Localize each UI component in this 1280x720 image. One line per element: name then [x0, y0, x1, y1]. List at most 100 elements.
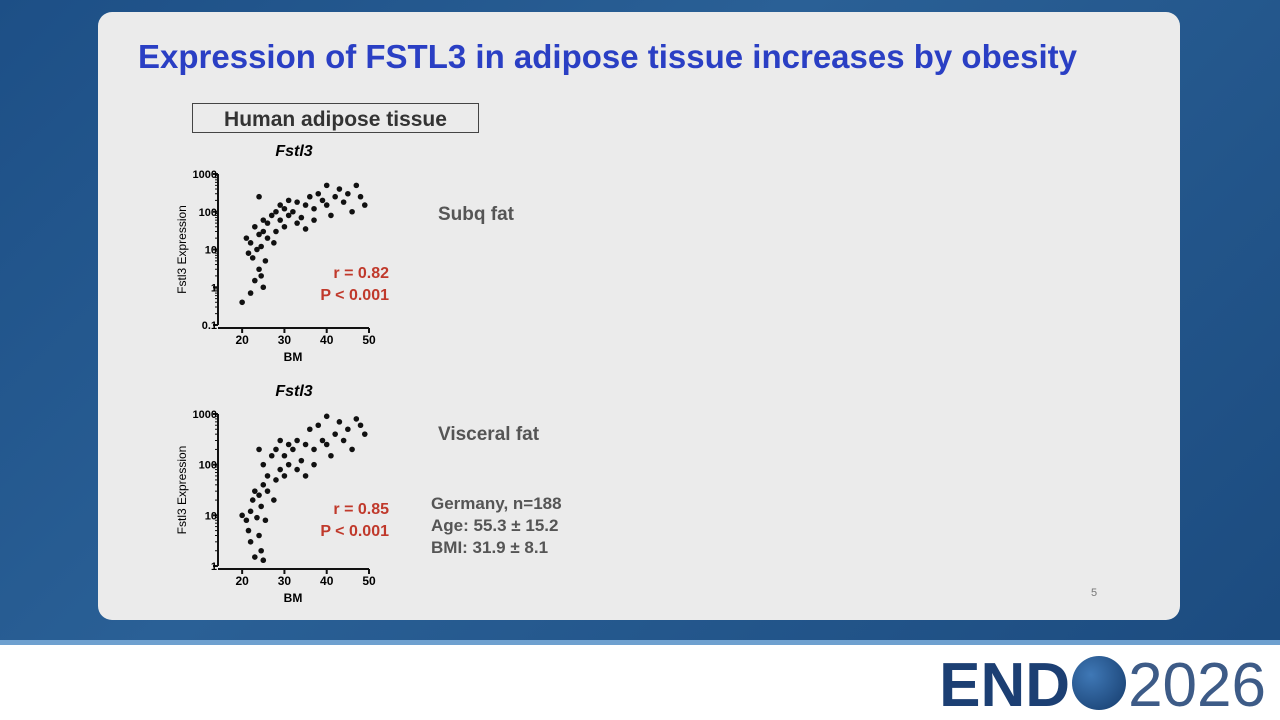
- panel-label: Visceral fat: [438, 424, 540, 445]
- x-axis-label: BM: [284, 591, 303, 605]
- data-point: [262, 517, 269, 524]
- data-point: [345, 190, 351, 197]
- footer: END 2026: [0, 640, 1280, 720]
- data-point: [340, 437, 347, 444]
- data-point: [328, 212, 334, 219]
- data-point: [281, 473, 288, 479]
- x-tick-label: 40: [320, 333, 334, 347]
- data-point: [294, 466, 300, 473]
- data-point: [252, 554, 258, 560]
- logo-globe: [1072, 656, 1127, 710]
- data-point: [252, 488, 258, 494]
- data-point: [247, 240, 254, 246]
- data-point: [302, 441, 309, 448]
- data-point: [264, 473, 271, 479]
- data-point: [254, 514, 260, 521]
- data-point: [349, 446, 355, 453]
- x-tick-label: 30: [278, 333, 292, 347]
- data-point: [271, 240, 277, 246]
- data-point: [256, 266, 262, 273]
- data-point: [285, 441, 292, 448]
- slide-title: Expression of FSTL3 in adipose tissue in…: [138, 38, 1077, 75]
- x-tick-label: 40: [320, 574, 334, 588]
- x-tick-label: 50: [362, 333, 376, 347]
- annotation: r = 0.85: [333, 501, 389, 518]
- data-point: [294, 437, 300, 444]
- data-point: [264, 488, 271, 494]
- data-point: [307, 426, 313, 433]
- data-point: [311, 446, 317, 453]
- data-point: [273, 446, 279, 453]
- x-tick-label: 20: [235, 333, 249, 347]
- data-point: [285, 461, 292, 468]
- data-point: [256, 231, 262, 238]
- data-point: [290, 208, 296, 215]
- x-axis-label: BM: [284, 350, 303, 364]
- data-point: [323, 441, 330, 448]
- data-point: [285, 212, 292, 219]
- data-point: [353, 416, 360, 422]
- box-label: Human adipose tissue: [192, 103, 479, 133]
- data-point: [260, 284, 267, 291]
- data-point: [357, 422, 364, 429]
- data-point: [298, 214, 305, 221]
- charts: 0.1 1 10 100 1000 20 30 40 50 Fstl3 BM Fstl3 Expres…: [175, 143, 389, 605]
- y-tick-label: 1000: [193, 409, 217, 421]
- x-tick-label: 50: [362, 574, 376, 588]
- data-point: [245, 250, 252, 256]
- data-point: [277, 202, 284, 208]
- y-tick-label: 1000: [193, 169, 217, 181]
- data-point: [332, 193, 338, 200]
- info-line: Germany, n=188: [431, 494, 562, 513]
- data-point: [307, 193, 313, 200]
- x-tick-label: 30: [278, 574, 292, 588]
- data-point: [281, 205, 288, 212]
- data-point: [260, 482, 267, 488]
- data-point: [258, 243, 264, 250]
- logo-text: END: [939, 651, 1071, 720]
- data-point: [281, 452, 288, 459]
- logo-text: 2026: [1128, 651, 1266, 720]
- data-point: [258, 273, 264, 279]
- data-point: [323, 182, 330, 189]
- info-line: Age: 55.3 ± 15.2: [431, 516, 559, 535]
- chart-title: Fstl3: [275, 383, 312, 400]
- info-line: BMI: 31.9 ± 8.1: [431, 538, 549, 557]
- data-point: [273, 208, 279, 215]
- data-point: [311, 461, 317, 468]
- data-point: [311, 205, 317, 212]
- slide-panel: [98, 12, 1180, 620]
- data-point: [361, 431, 368, 437]
- data-point: [345, 426, 351, 433]
- data-point: [328, 452, 334, 459]
- y-tick-label: 0.1: [202, 320, 217, 332]
- y-tick-label: 1: [211, 561, 217, 573]
- data-point: [315, 422, 322, 429]
- data-point: [256, 492, 262, 498]
- logo: END 2026: [939, 655, 1266, 717]
- data-point: [243, 517, 250, 524]
- data-point: [260, 461, 267, 468]
- panel-label: Subq fat: [438, 204, 514, 225]
- data-point: [243, 235, 250, 241]
- x-tick-label: 20: [235, 574, 249, 588]
- data-point: [277, 217, 284, 223]
- data-point: [336, 186, 343, 192]
- data-point: [258, 503, 264, 510]
- y-tick-label: 10: [205, 510, 217, 522]
- annotation: P < 0.001: [320, 523, 389, 540]
- data-point: [260, 228, 267, 235]
- data-point: [260, 217, 267, 223]
- data-point: [273, 228, 279, 235]
- annotation: r = 0.82: [333, 265, 389, 282]
- data-point: [247, 539, 254, 545]
- data-point: [256, 532, 262, 539]
- data-point: [319, 437, 326, 444]
- data-point: [256, 446, 262, 453]
- data-point: [323, 202, 330, 208]
- data-point: [260, 557, 267, 564]
- data-point: [268, 212, 275, 219]
- data-point: [262, 258, 269, 264]
- data-point: [315, 190, 322, 197]
